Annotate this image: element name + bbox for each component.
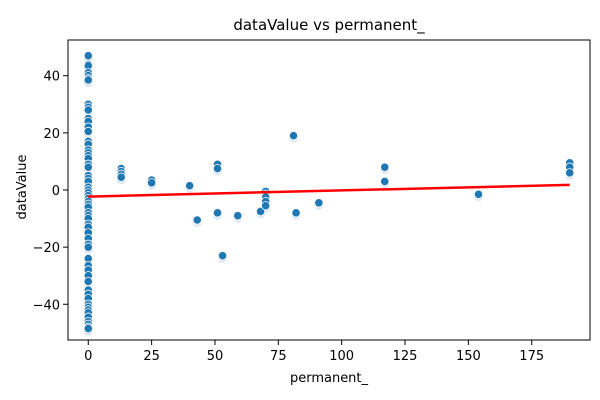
data-point bbox=[83, 323, 93, 334]
y-tick-label: −20 bbox=[33, 241, 60, 256]
data-point bbox=[147, 178, 157, 188]
data-point bbox=[83, 162, 93, 172]
data-point bbox=[314, 198, 324, 208]
trend-line bbox=[88, 183, 570, 198]
data-point bbox=[83, 276, 93, 287]
x-tick-label: 75 bbox=[270, 349, 287, 364]
data-point bbox=[212, 208, 223, 218]
data-point bbox=[192, 215, 202, 225]
y-tick-label: 20 bbox=[43, 127, 60, 142]
data-point bbox=[83, 242, 93, 252]
x-tick-label: 25 bbox=[143, 349, 160, 364]
plot-frame bbox=[67, 39, 591, 341]
x-axis-label: permanent_ bbox=[290, 371, 369, 386]
data-point bbox=[83, 126, 93, 137]
data-point bbox=[233, 211, 243, 221]
chart-title: dataValue vs permanent_ bbox=[233, 16, 425, 35]
data-point bbox=[565, 168, 575, 178]
x-tick-label: 175 bbox=[519, 349, 544, 364]
data-point bbox=[255, 206, 266, 217]
x-tick-label: 0 bbox=[84, 349, 92, 364]
data-point bbox=[217, 251, 228, 261]
y-tick-label: −40 bbox=[33, 298, 60, 313]
x-tick-label: 150 bbox=[456, 349, 481, 364]
x-tick-label: 125 bbox=[393, 349, 418, 364]
data-point bbox=[83, 51, 93, 61]
x-tick-label: 50 bbox=[207, 349, 224, 364]
data-point bbox=[261, 201, 271, 211]
plot-area: 0 25 50 75 100 125 150 175 −40 −20 0 20 40 bbox=[33, 39, 591, 364]
y-axis-label: dataValue bbox=[15, 155, 30, 220]
x-tick-label: 100 bbox=[329, 349, 354, 364]
data-point bbox=[116, 172, 126, 182]
data-point bbox=[380, 162, 390, 172]
y-tick-label: 40 bbox=[43, 70, 60, 85]
data-point bbox=[212, 163, 223, 174]
data-point bbox=[291, 208, 301, 218]
data-point bbox=[288, 131, 299, 141]
data-point bbox=[83, 105, 93, 115]
data-point bbox=[185, 181, 195, 191]
data-point bbox=[380, 176, 390, 187]
data-point bbox=[83, 75, 93, 85]
y-tick-label: 0 bbox=[52, 184, 60, 199]
data-point bbox=[473, 189, 484, 199]
